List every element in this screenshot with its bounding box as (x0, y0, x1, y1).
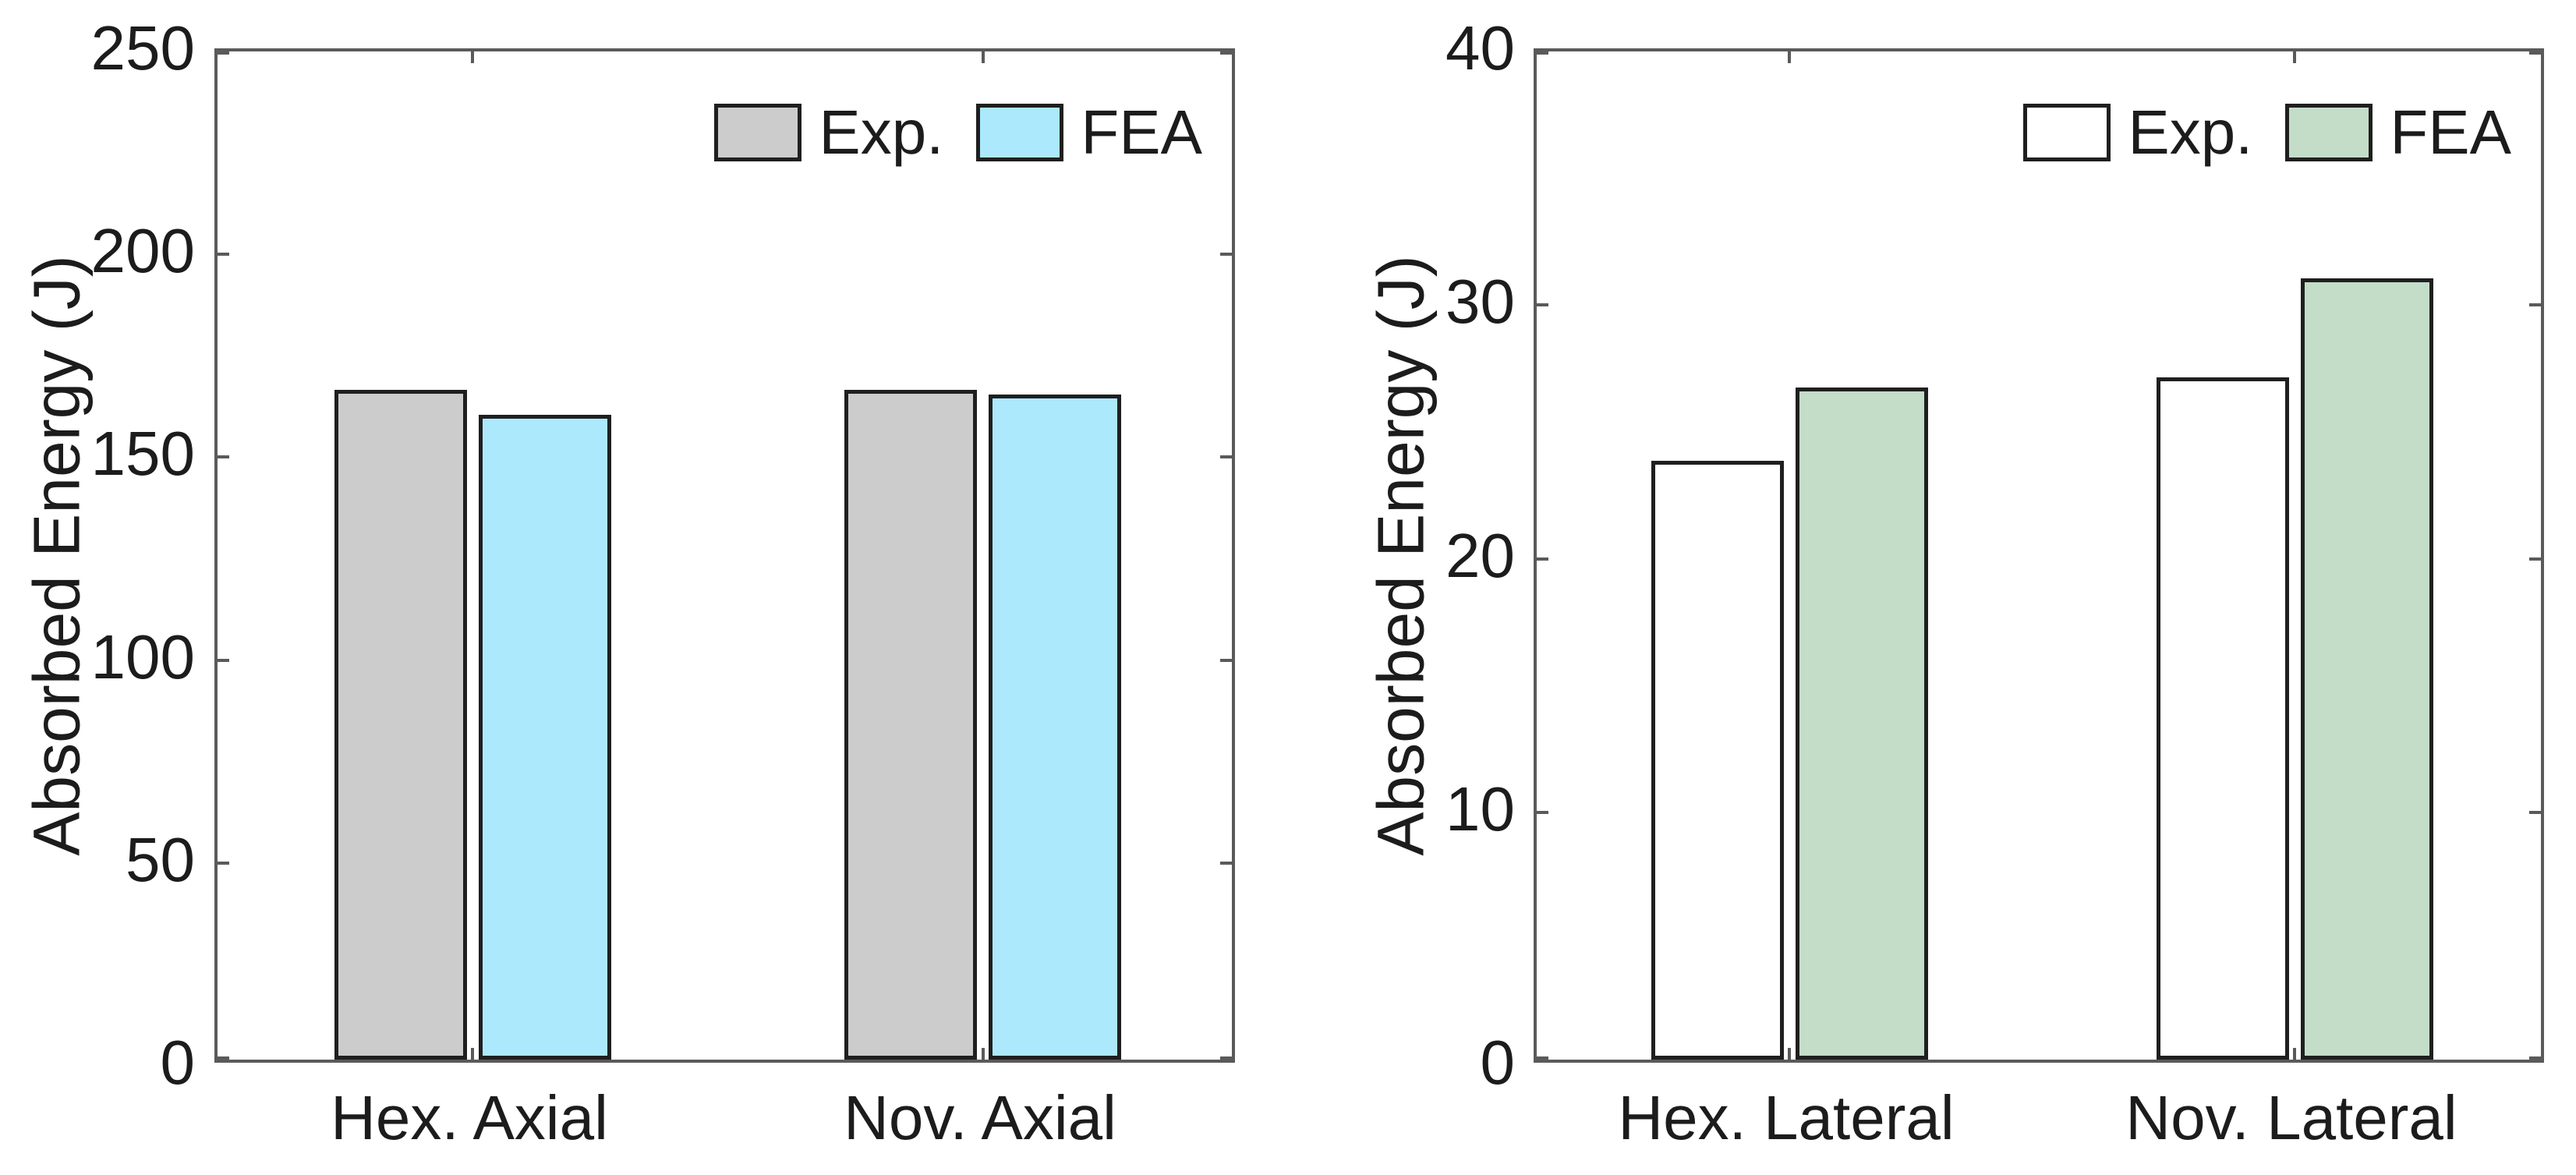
right-legend: Exp. FEA (2023, 97, 2511, 168)
y-tick-mark-50 (218, 861, 229, 865)
y-tick-label-40: 40 (1445, 13, 1515, 83)
y-tick-label-250: 250 (90, 13, 195, 83)
y-tick-mark-100 (1220, 658, 1232, 662)
y-tick-mark-200 (218, 253, 229, 257)
y-tick-label-20: 20 (1445, 520, 1515, 590)
right-legend-swatch-fea (2285, 104, 2373, 161)
right-legend-label-fea: FEA (2390, 97, 2511, 167)
y-tick-mark-50 (1220, 861, 1232, 865)
y-tick-label-50: 50 (126, 824, 195, 894)
y-tick-mark-100 (218, 658, 229, 662)
y-tick-mark-20 (2529, 557, 2541, 561)
x-tick-mark-hex-lateral (1788, 51, 1791, 63)
left-legend-swatch-exp (714, 104, 802, 161)
x-tick-mark-nov-lateral (2293, 1048, 2296, 1060)
y-tick-mark-0 (1220, 1056, 1232, 1060)
left-legend-label-exp: Exp. (819, 97, 944, 167)
y-tick-label-30: 30 (1445, 267, 1515, 337)
y-tick-label-150: 150 (90, 419, 195, 489)
left-legend: Exp. FEA (714, 97, 1202, 168)
right-legend-swatch-exp (2023, 104, 2111, 161)
bar-hex-lateral-exp (1651, 461, 1784, 1060)
left-category-label-hex-axial: Hex. Axial (331, 1083, 608, 1152)
bar-hex-axial-fea (478, 414, 611, 1060)
left-plot-area: Exp. FEA (214, 48, 1235, 1063)
bar-nov-axial-exp (844, 390, 978, 1060)
y-tick-mark-0 (218, 1056, 229, 1060)
y-tick-mark-0 (2529, 1056, 2541, 1060)
x-tick-mark-hex-axial (471, 51, 475, 63)
y-tick-mark-30 (1537, 303, 1548, 307)
bar-nov-lateral-exp (2156, 377, 2289, 1060)
bar-nov-lateral-fea (2300, 278, 2433, 1060)
y-tick-label-10: 10 (1445, 773, 1515, 844)
x-tick-mark-nov-lateral (2293, 51, 2296, 63)
x-tick-mark-hex-axial (471, 1048, 475, 1060)
bar-nov-axial-fea (989, 394, 1122, 1060)
right-category-label-nov-lateral: Nov. Lateral (2125, 1083, 2457, 1152)
y-tick-label-200: 200 (90, 216, 195, 286)
bar-hex-lateral-fea (1795, 388, 1928, 1060)
left-category-label-nov-axial: Nov. Axial (844, 1083, 1116, 1152)
y-tick-mark-150 (218, 455, 229, 459)
x-tick-mark-hex-lateral (1788, 1048, 1791, 1060)
y-tick-mark-250 (218, 51, 229, 55)
left-y-axis-label: Absorbed Energy (J) (19, 255, 94, 856)
y-tick-mark-0 (1537, 1056, 1548, 1060)
x-tick-mark-nov-axial (981, 1048, 985, 1060)
y-tick-mark-10 (2529, 810, 2541, 814)
x-tick-mark-nov-axial (981, 51, 985, 63)
y-tick-mark-30 (2529, 303, 2541, 307)
right-legend-label-exp: Exp. (2128, 97, 2253, 167)
y-tick-mark-150 (1220, 455, 1232, 459)
y-tick-mark-40 (1537, 51, 1548, 55)
y-tick-mark-40 (2529, 51, 2541, 55)
left-y-axis-label-wrap: Absorbed Energy (J) (6, 48, 108, 1063)
y-tick-label-100: 100 (90, 621, 195, 692)
y-tick-mark-10 (1537, 810, 1548, 814)
right-plot-area: Exp. FEA (1534, 48, 2544, 1063)
bar-hex-axial-exp (334, 390, 467, 1060)
y-tick-mark-20 (1537, 557, 1548, 561)
y-tick-mark-200 (1220, 253, 1232, 257)
left-legend-label-fea: FEA (1081, 97, 1202, 167)
y-tick-label-0: 0 (1480, 1028, 1516, 1097)
y-tick-mark-250 (1220, 51, 1232, 55)
y-tick-label-0: 0 (160, 1028, 196, 1097)
left-legend-swatch-fea (976, 104, 1064, 161)
right-category-label-hex-lateral: Hex. Lateral (1618, 1083, 1955, 1152)
